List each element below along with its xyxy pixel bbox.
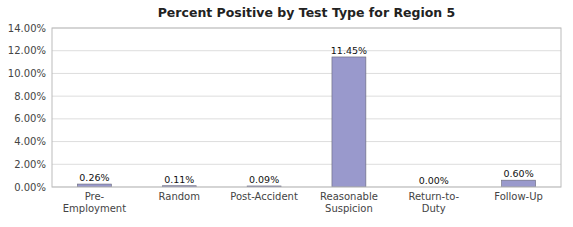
y-tick-label: 2.00% [14, 159, 46, 170]
x-tick-label: ReasonableSuspicion [320, 191, 378, 214]
grid-line [52, 73, 561, 74]
x-tick-label: Pre-Employment [63, 191, 126, 214]
data-label: 0.60% [503, 168, 533, 179]
y-tick-label: 10.00% [8, 68, 46, 79]
chart-svg: Percent Positive by Test Type for Region… [0, 0, 573, 227]
grid-line [52, 118, 561, 119]
bars [77, 57, 535, 187]
grid-line [52, 50, 561, 51]
y-tick-label: 8.00% [14, 91, 46, 102]
y-tick-label: 14.00% [8, 23, 46, 34]
title: Percent Positive by Test Type for Region… [158, 5, 456, 20]
grid-line [52, 96, 561, 97]
bar [332, 57, 366, 187]
x-tick-label: Post-Accident [230, 191, 298, 202]
grid-line [52, 141, 561, 142]
x-tick-label: Return-to-Duty [408, 191, 459, 214]
chart-container: Percent Positive by Test Type for Region… [0, 0, 573, 227]
x-tick-label: Random [159, 191, 200, 202]
data-label: 0.11% [164, 174, 194, 185]
y-tick-label: 12.00% [8, 45, 46, 56]
plot-frame [52, 28, 561, 187]
y-tick-label: 4.00% [14, 136, 46, 147]
bar [502, 180, 536, 187]
grid-line [52, 164, 561, 165]
y-tick-label: 6.00% [14, 113, 46, 124]
data-label: 0.00% [419, 175, 449, 186]
data-label: 11.45% [331, 45, 367, 56]
x-tick-label: Follow-Up [494, 191, 543, 202]
y-tick-label: 0.00% [14, 182, 46, 193]
data-label: 0.26% [79, 172, 109, 183]
data-label: 0.09% [249, 174, 279, 185]
